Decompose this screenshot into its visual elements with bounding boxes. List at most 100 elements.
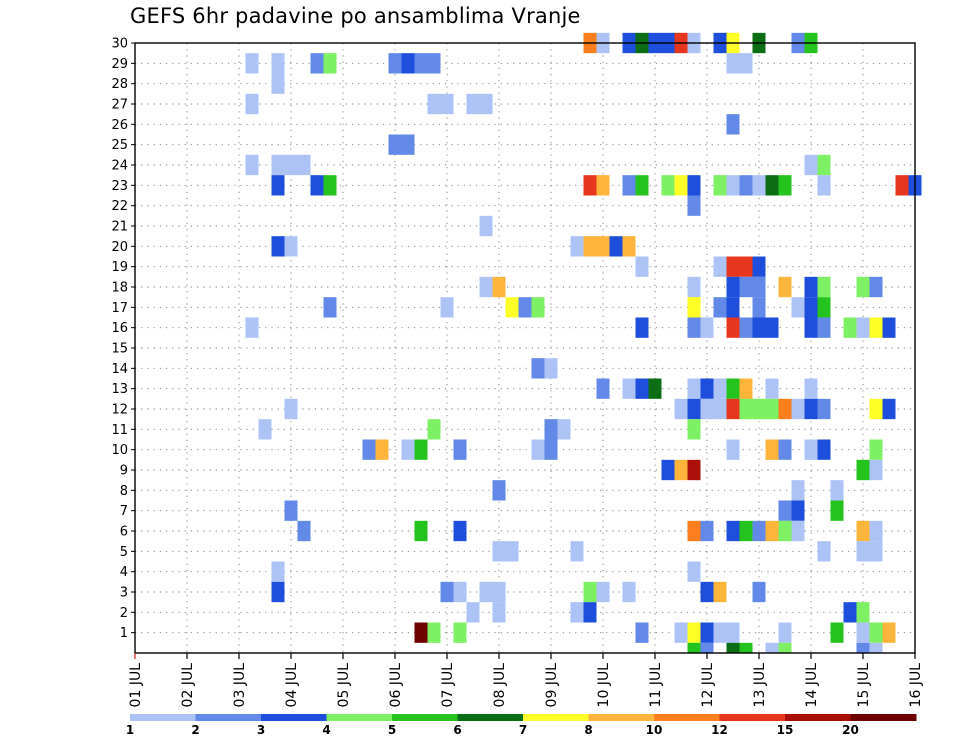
data-cell [687, 276, 701, 298]
data-cell [713, 378, 727, 399]
data-cell [661, 175, 675, 196]
data-cell [778, 439, 792, 460]
data-cell [583, 175, 597, 196]
data-cell [765, 439, 779, 460]
data-cell [778, 520, 792, 542]
data-cell [752, 398, 766, 420]
data-cell [856, 520, 870, 542]
data-cell [570, 236, 584, 257]
data-cell [687, 561, 701, 582]
data-cell [388, 134, 402, 155]
x-tick-label: 16 JUL [908, 663, 924, 708]
legend-swatch [654, 714, 720, 721]
x-tick-label: 08 JUL [492, 663, 508, 708]
data-cell [726, 642, 740, 653]
data-cell [752, 175, 766, 196]
y-tick-label: 16 [111, 321, 128, 336]
data-cell [245, 93, 259, 115]
data-cell [323, 53, 337, 74]
data-cells [245, 32, 922, 653]
data-cell [713, 581, 727, 603]
data-cell [440, 297, 454, 318]
data-cell [778, 622, 792, 643]
data-cell [700, 622, 714, 643]
data-cell [687, 459, 701, 481]
data-cell [687, 378, 701, 399]
y-tick-label: 4 [120, 565, 128, 580]
data-cell [765, 175, 779, 196]
data-cell [271, 236, 285, 257]
data-cell [869, 398, 883, 420]
data-cell [869, 459, 883, 481]
legend-label: 8 [584, 723, 592, 737]
data-cell [739, 256, 753, 277]
data-cell [726, 520, 740, 542]
data-cell [492, 541, 506, 562]
data-cell [479, 93, 493, 115]
data-cell [674, 459, 688, 481]
y-tick-label: 12 [111, 403, 128, 418]
data-cell [323, 297, 337, 318]
data-cell [856, 317, 870, 338]
data-cell [765, 317, 779, 338]
data-cell [882, 317, 896, 338]
data-cell [635, 256, 649, 277]
data-cell [739, 175, 753, 196]
data-cell [817, 398, 831, 420]
data-cell [778, 175, 792, 196]
data-cell [804, 378, 818, 399]
data-cell [492, 480, 506, 501]
data-cell [817, 154, 831, 176]
data-cell [739, 398, 753, 420]
data-cell [765, 378, 779, 399]
x-tick-label: 05 JUL [336, 663, 352, 708]
data-cell [479, 276, 493, 298]
data-cell [453, 581, 467, 603]
data-cell [622, 378, 636, 399]
data-cell [674, 622, 688, 643]
data-cell [583, 236, 597, 257]
y-tick-label: 18 [111, 281, 128, 296]
data-cell [856, 622, 870, 643]
data-cell [687, 520, 701, 542]
data-cell [583, 602, 597, 623]
data-cell [297, 520, 311, 542]
legend-label: 20 [842, 723, 859, 737]
data-cell [804, 439, 818, 460]
data-cell [856, 602, 870, 623]
x-tick-label: 07 JUL [440, 663, 456, 708]
x-tick-label: 06 JUL [388, 663, 404, 708]
legend-swatch [195, 714, 262, 721]
data-cell [414, 520, 428, 542]
data-cell [778, 642, 792, 653]
y-tick-label: 7 [120, 504, 128, 519]
x-tick-label: 10 JUL [596, 663, 612, 708]
data-cell [596, 581, 610, 603]
data-cell [401, 53, 415, 74]
data-cell [492, 602, 506, 623]
data-cell [713, 398, 727, 420]
legend-label: 7 [519, 723, 527, 737]
data-cell [882, 622, 896, 643]
plot-frame [134, 42, 916, 654]
y-tick-label: 13 [111, 382, 128, 397]
data-cell [700, 378, 714, 399]
data-cell [856, 276, 870, 298]
data-cell [687, 622, 701, 643]
data-cell [440, 581, 454, 603]
legend-swatch [719, 714, 786, 721]
data-cell [297, 154, 311, 176]
legend-label: 3 [257, 723, 265, 737]
data-cell [492, 581, 506, 603]
data-cell [804, 154, 818, 176]
y-tick-label: 24 [111, 159, 128, 174]
y-tick-label: 3 [120, 586, 128, 601]
data-cell [687, 317, 701, 338]
y-tick-label: 30 [111, 37, 128, 52]
y-tick-label: 27 [111, 98, 128, 113]
legend-label: 1 [126, 723, 134, 737]
legend-swatch [261, 714, 327, 721]
data-cell [440, 93, 454, 115]
data-cell [505, 541, 519, 562]
data-cell [453, 622, 467, 643]
